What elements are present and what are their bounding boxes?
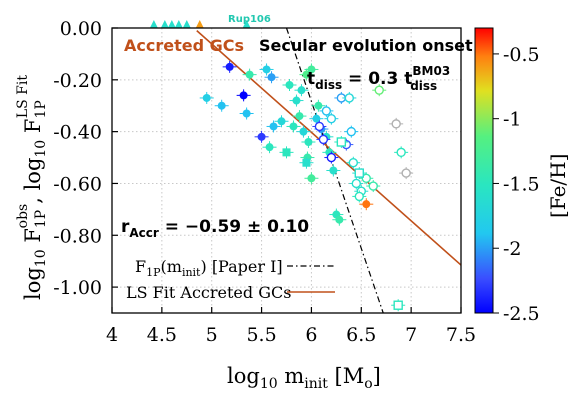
x-tick-label: 7.5 <box>446 324 476 346</box>
data-point <box>304 138 313 146</box>
data-point <box>217 101 226 110</box>
tdiss-label: tdiss = 0.3 tBM03 diss <box>307 64 450 93</box>
data-point <box>326 152 337 163</box>
legend: F1P(minit) [Paper I] LS Fit Accreted GCs <box>126 257 335 302</box>
data-point <box>302 70 311 79</box>
data-points <box>149 20 414 312</box>
upper-limit-marker <box>167 20 176 28</box>
data-point <box>361 173 371 183</box>
data-point <box>202 93 211 102</box>
y-tick-label: -1.00 <box>53 277 102 299</box>
accreted-label: Accreted GCs <box>124 36 244 55</box>
data-point <box>312 114 321 123</box>
colorbar-tick-label: -1 <box>503 109 522 131</box>
r-accr-label: rAccr = −0.59 ± 0.10 <box>121 217 309 240</box>
colorbar <box>474 27 494 314</box>
data-point <box>362 200 371 209</box>
data-point <box>351 178 361 189</box>
data-point <box>393 300 403 310</box>
data-point <box>374 85 384 95</box>
x-tick-label: 7 <box>405 324 417 346</box>
data-point <box>292 96 301 105</box>
upper-limit-marker <box>174 20 183 28</box>
y-tick-label: 0.00 <box>60 18 102 40</box>
data-point <box>314 101 323 110</box>
upper-limit-marker <box>160 20 169 28</box>
upper-limit-marker <box>242 20 251 28</box>
data-point <box>391 119 401 129</box>
data-point <box>396 147 406 158</box>
data-point <box>269 122 278 131</box>
y-tick-label: -0.80 <box>53 225 102 247</box>
y-tick-label: -0.60 <box>53 173 102 195</box>
data-point <box>245 70 254 79</box>
data-point <box>299 127 308 136</box>
colorbar-tick-label: -2.5 <box>503 303 540 325</box>
data-point <box>295 112 304 121</box>
y-tick-label: -0.20 <box>53 70 102 92</box>
colorbar-tick-label: -0.5 <box>503 44 540 66</box>
data-point <box>307 174 316 183</box>
data-point <box>318 134 329 145</box>
colorbar-ticks: -0.5 -1 -1.5 -2 -2.5 <box>493 44 540 325</box>
data-point <box>225 62 234 71</box>
data-point <box>307 65 316 74</box>
data-point <box>302 158 311 167</box>
data-point <box>265 143 274 152</box>
data-point <box>282 148 291 157</box>
data-point <box>346 126 357 137</box>
x-tick-label: 4 <box>106 324 118 346</box>
data-point <box>257 132 266 141</box>
data-point <box>335 215 344 224</box>
data-point <box>242 109 251 118</box>
data-point <box>262 65 271 74</box>
upper-limit-marker <box>182 20 191 28</box>
x-axis-label: log10 minit [Mo] <box>227 364 381 392</box>
colorbar-label: [Fe/H] <box>546 154 570 218</box>
data-point <box>277 117 286 126</box>
secular-label: Secular evolution onset <box>259 36 473 55</box>
y-axis-label: log10 F1Pobs, log10 F1PLS Fit <box>15 75 49 300</box>
data-point <box>354 191 364 202</box>
data-point <box>289 122 298 131</box>
data-point <box>344 93 355 103</box>
data-point <box>267 73 276 82</box>
data-point <box>336 137 347 147</box>
data-point <box>239 91 248 100</box>
upper-limit-marker <box>195 20 204 28</box>
x-tick-label: 4.5 <box>147 324 177 346</box>
data-point <box>329 166 338 175</box>
plot-frame <box>111 27 462 314</box>
data-point <box>314 121 325 132</box>
legend-label-paper1: F1P(minit) [Paper I] <box>135 257 283 279</box>
rup106-label: Rup106 <box>228 14 271 25</box>
upper-limit-marker <box>149 20 158 28</box>
data-point <box>354 168 364 178</box>
grid <box>112 28 461 313</box>
data-point <box>297 86 306 95</box>
colorbar-tick-label: -1.5 <box>503 173 540 195</box>
colorbar-tick-label: -2 <box>503 238 522 260</box>
data-point <box>321 106 332 116</box>
x-tick-label: 5 <box>206 324 218 346</box>
data-point <box>326 113 337 124</box>
data-point <box>285 81 294 89</box>
data-point <box>401 168 411 178</box>
y-tick-label: -0.40 <box>53 122 102 144</box>
data-point <box>368 181 378 191</box>
legend-label-lsfit: LS Fit Accreted GCs <box>126 283 291 302</box>
x-tick-label: 5.5 <box>246 324 276 346</box>
data-point <box>348 158 359 168</box>
x-tick-label: 6 <box>305 324 317 346</box>
x-tick-label: 6.5 <box>346 324 376 346</box>
axis-ticks: 4 4.5 5 5.5 6 6.5 7 7.5 0.00 -0.20 -0.40 -0.60 -0.80… <box>53 18 476 346</box>
